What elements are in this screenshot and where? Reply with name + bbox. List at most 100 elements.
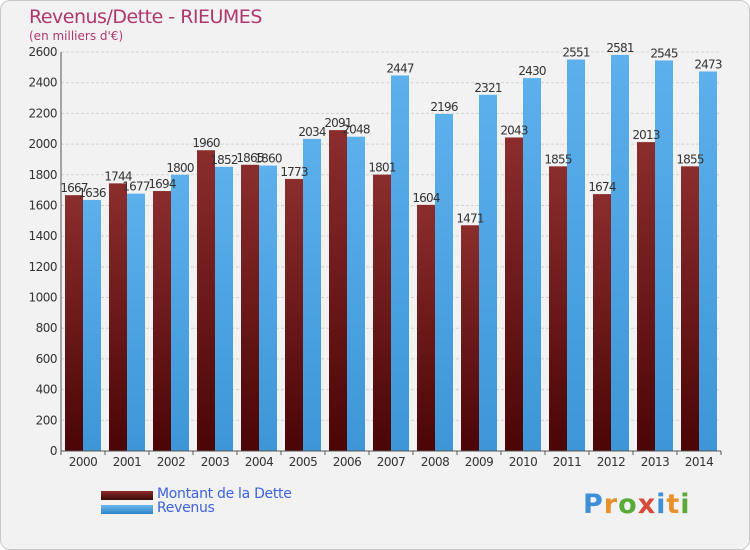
y-tick-label: 2400: [28, 76, 57, 90]
bar-revenus: [567, 59, 585, 451]
bar-dette: [637, 142, 655, 452]
bar-dette: [109, 183, 127, 451]
data-label-dette: 1674: [588, 180, 616, 194]
data-label-revenus: 1636: [78, 186, 106, 200]
legend-label-revenus: Revenus: [157, 500, 215, 516]
data-label-revenus: 2581: [606, 41, 634, 55]
x-tick-label: 2003: [201, 455, 230, 469]
bar-dette: [329, 130, 347, 451]
bar-dette: [549, 166, 567, 451]
x-tick-label: 2005: [289, 455, 318, 469]
data-label-dette: 1694: [148, 177, 176, 191]
data-label-dette: 2091: [324, 116, 352, 130]
bar-revenus: [127, 193, 145, 451]
x-tick-label: 2007: [377, 455, 406, 469]
x-tick-label: 2013: [641, 455, 670, 469]
y-tick-label: 1800: [28, 168, 57, 182]
data-label-revenus: 2196: [430, 100, 458, 114]
y-tick-label: 2200: [28, 106, 57, 120]
bar-dette: [197, 150, 215, 451]
data-label-revenus: 2430: [518, 64, 546, 78]
legend-swatch-revenus: [101, 505, 153, 514]
logo-letter: i: [656, 489, 667, 520]
x-tick-label: 2008: [421, 455, 450, 469]
bar-dette: [461, 225, 479, 451]
bar-revenus: [303, 138, 321, 451]
proxiti-logo: Proxiti: [583, 489, 691, 520]
x-tick-label: 2004: [245, 455, 274, 469]
chart-title: Revenus/Dette - RIEUMES: [29, 6, 262, 28]
data-label-revenus: 2048: [342, 123, 370, 137]
bar-revenus: [611, 54, 629, 451]
bar-dette: [285, 178, 303, 451]
chart-subtitle: (en milliers d'€): [29, 29, 124, 43]
logo-letter: P: [583, 489, 604, 520]
x-tick-label: 2009: [465, 455, 494, 469]
data-label-dette: 1855: [676, 152, 704, 166]
bar-revenus: [171, 174, 189, 451]
bar-dette: [505, 137, 523, 451]
bar-revenus: [479, 94, 497, 452]
bar-dette: [65, 195, 83, 451]
data-label-dette: 1855: [544, 152, 572, 166]
y-tick-label: 600: [36, 352, 57, 366]
y-tick-label: 2600: [28, 45, 57, 59]
bar-dette: [153, 191, 171, 452]
data-label-dette: 1773: [280, 165, 308, 179]
x-tick-label: 2001: [113, 455, 142, 469]
data-label-dette: 1744: [104, 169, 132, 183]
bars: [65, 54, 717, 452]
bar-revenus: [83, 199, 101, 451]
y-tick-label: 2000: [28, 137, 57, 151]
legend-label-dette: Montant de la Dette: [157, 486, 292, 502]
bar-dette: [241, 164, 259, 451]
legend-swatch-dette: [101, 491, 153, 500]
data-label-revenus: 2545: [650, 46, 678, 60]
data-label-revenus: 2551: [562, 46, 590, 60]
bar-revenus: [215, 166, 233, 451]
bar-dette: [417, 204, 435, 451]
bar-revenus: [435, 113, 453, 451]
x-tick-label: 2014: [685, 455, 714, 469]
bar-revenus: [391, 75, 409, 451]
bar-dette: [373, 174, 391, 451]
data-label-dette: 1865: [236, 151, 264, 165]
data-label-dette: 2043: [500, 123, 528, 137]
y-tick-label: 0: [50, 444, 57, 458]
axes: 0 200 400 600 800 1000 1200 1400 1600 1800 2000 220…: [28, 45, 722, 469]
data-label-dette: 1801: [368, 161, 396, 175]
bar-dette: [593, 194, 611, 451]
bar-revenus: [699, 71, 717, 451]
x-tick-label: 2006: [333, 455, 362, 469]
y-tick-label: 1000: [28, 291, 57, 305]
data-label-dette: 1667: [60, 181, 88, 195]
y-tick-label: 1200: [28, 260, 57, 274]
data-label-revenus: 1677: [122, 180, 150, 194]
logo-letter: r: [603, 489, 619, 520]
bar-revenus: [347, 136, 365, 452]
logo-letter: t: [666, 489, 681, 520]
x-tick-label: 2000: [69, 455, 98, 469]
x-tick-label: 2012: [597, 455, 626, 469]
bar-revenus: [523, 78, 541, 451]
x-tick-label: 2010: [509, 455, 538, 469]
y-tick-label: 200: [36, 413, 57, 427]
y-tick-label: 1600: [28, 198, 57, 212]
y-tick-label: 800: [36, 321, 57, 335]
data-label-revenus: 1852: [210, 153, 238, 167]
logo-letter: x: [637, 489, 657, 520]
y-tick-label: 1400: [28, 229, 57, 243]
bar-dette: [681, 166, 699, 451]
bar-revenus: [259, 165, 277, 452]
data-label-revenus: 2321: [474, 81, 502, 95]
data-label-revenus: 1800: [166, 161, 194, 175]
logo-letter: o: [618, 489, 638, 520]
data-label-dette: 1604: [412, 191, 440, 205]
data-label-revenus: 2034: [298, 125, 326, 139]
bar-revenus: [655, 60, 673, 452]
y-tick-label: 400: [36, 383, 57, 397]
data-label-revenus: 2447: [386, 61, 414, 75]
